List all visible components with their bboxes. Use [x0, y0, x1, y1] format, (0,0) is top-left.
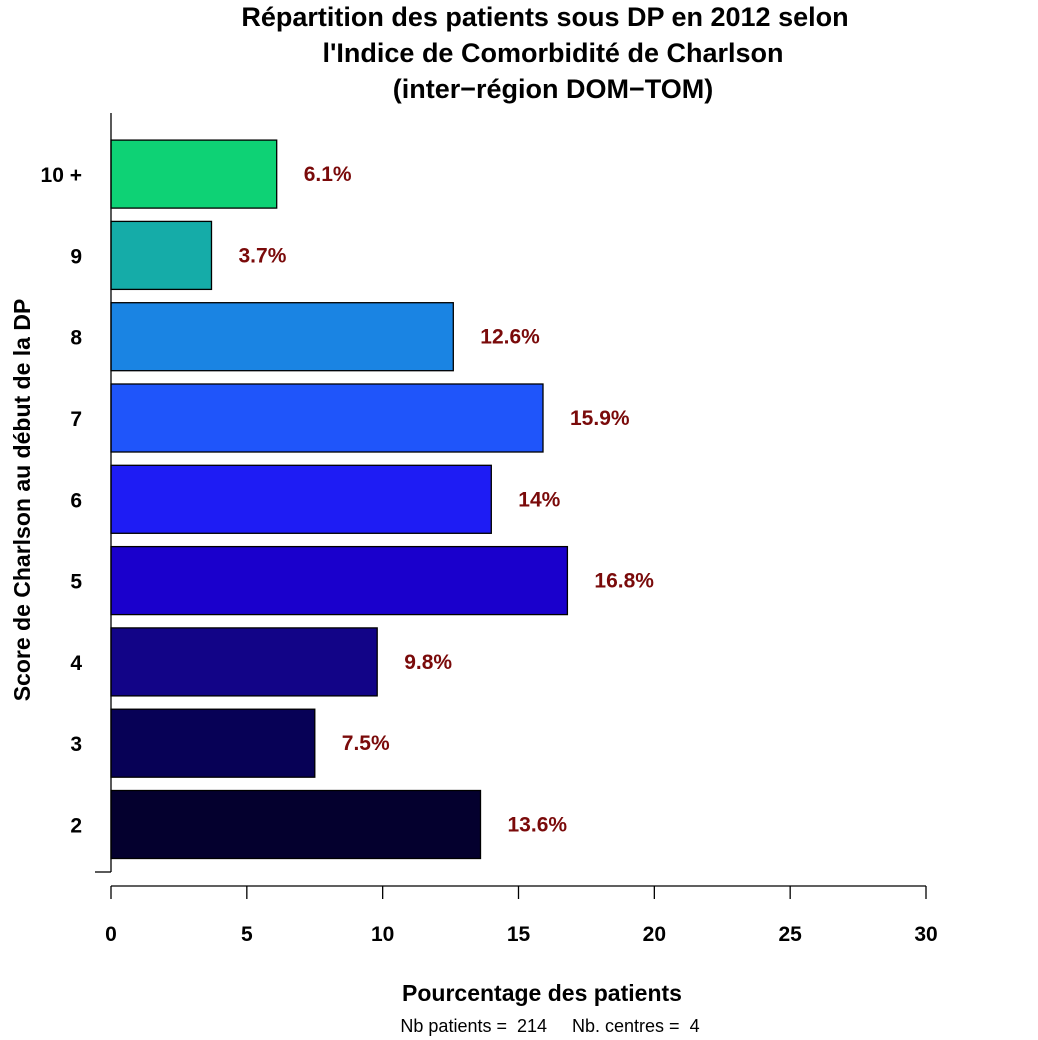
- bar-score-9: [110, 220, 213, 291]
- y-tick-label: 6: [70, 489, 82, 512]
- y-tick-label: 8: [70, 327, 82, 350]
- title-line-3: (inter−région DOM−TOM): [393, 74, 714, 104]
- bar-score-10: [110, 139, 278, 209]
- y-tick-label: 2: [70, 815, 82, 838]
- bar-score-7: [110, 383, 544, 453]
- bar-value-label: 13.6%: [508, 814, 568, 837]
- bar-score-6: [110, 464, 492, 534]
- bar-value-label: 9.8%: [404, 651, 452, 674]
- bar-score-3: [110, 708, 316, 778]
- x-tick-label: 10: [371, 923, 394, 946]
- y-axis-title: Score de Charlson au début de la DP: [9, 299, 35, 702]
- x-axis-title: Pourcentage des patients: [402, 980, 682, 1006]
- bar-score-2: [110, 789, 482, 860]
- x-tick-label: 20: [643, 923, 666, 946]
- y-tick-label: 10 +: [41, 164, 82, 187]
- x-tick-label: 30: [914, 923, 937, 946]
- y-axis: 2 3 4 5 6 7 8 9 10 +: [41, 113, 112, 873]
- bar-score-4: [110, 627, 378, 697]
- y-tick-label: 7: [70, 408, 82, 431]
- x-tick-label: 5: [241, 923, 253, 946]
- bar-score-8: [110, 302, 454, 372]
- bar-value-label: 7.5%: [342, 732, 390, 755]
- y-tick-label: 3: [70, 733, 82, 756]
- x-axis: 0 5 10 15 20 25 30: [105, 885, 938, 946]
- x-tick-label: 0: [105, 923, 117, 946]
- x-tick-label: 25: [778, 923, 802, 946]
- bar-value-label: 15.9%: [570, 407, 630, 430]
- y-tick-label: 5: [70, 571, 82, 594]
- title-line-1: Répartition des patients sous DP en 2012…: [241, 2, 848, 32]
- bar-value-label: 12.6%: [480, 326, 540, 349]
- bar-score-5: [110, 545, 569, 616]
- footnote: Nb patients = 214 Nb. centres = 4: [400, 1016, 699, 1036]
- chart-title: Répartition des patients sous DP en 2012…: [241, 2, 848, 104]
- value-labels-group: 13.6% 7.5% 9.8% 16.8% 14% 15.9% 12.6% 3.7% 6.1%: [239, 163, 655, 836]
- y-tick-label: 9: [70, 245, 82, 268]
- bar-value-label: 16.8%: [594, 570, 654, 593]
- title-line-2: l'Indice de Comorbidité de Charlson: [323, 38, 784, 68]
- x-tick-label: 15: [507, 923, 531, 946]
- bar-value-label: 6.1%: [304, 163, 352, 186]
- bar-value-label: 14%: [518, 488, 560, 511]
- bar-value-label: 3.7%: [239, 244, 287, 267]
- bars-group: [110, 139, 569, 860]
- y-tick-label: 4: [70, 652, 82, 675]
